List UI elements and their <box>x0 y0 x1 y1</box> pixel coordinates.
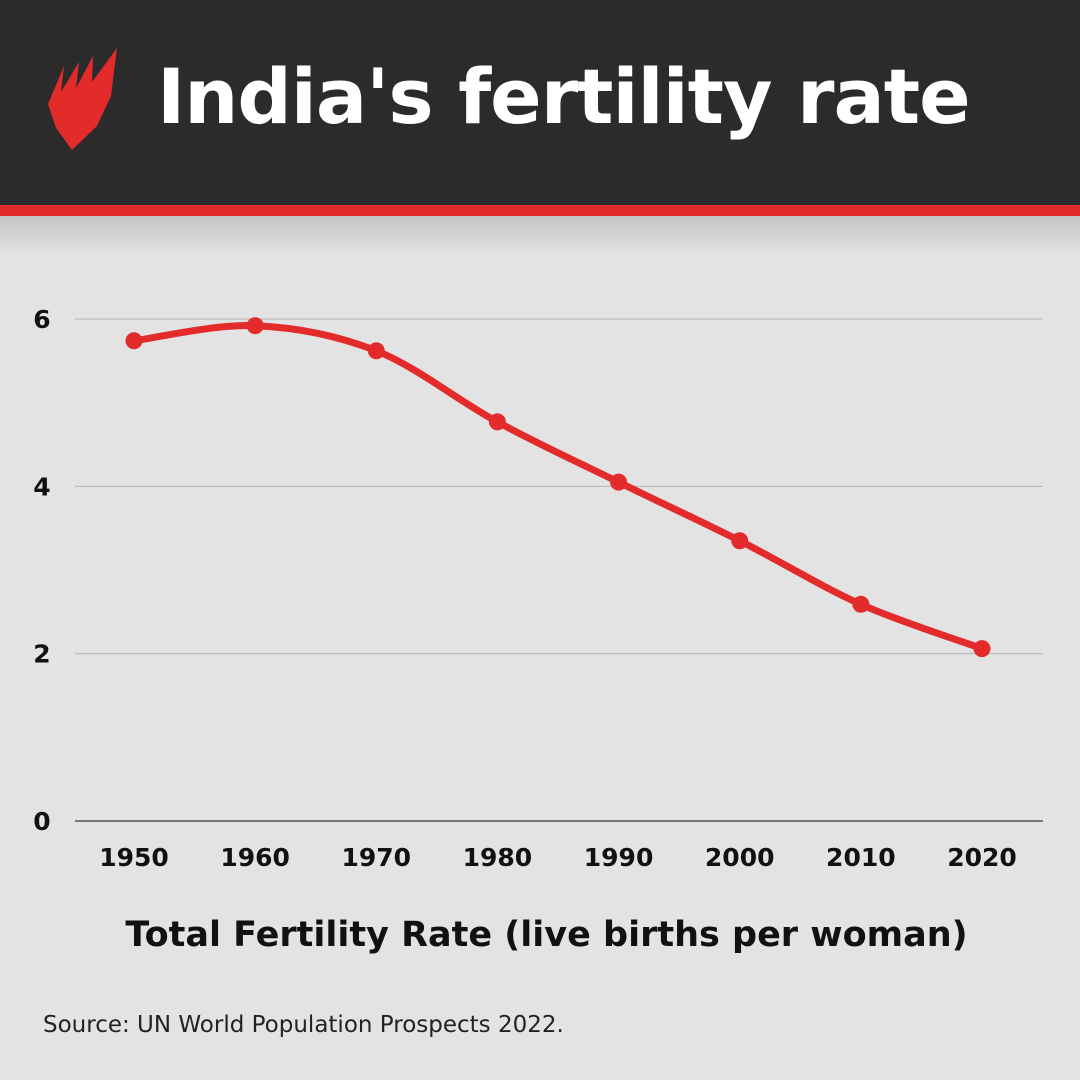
source-note: Source: UN World Population Prospects 20… <box>43 1012 564 1038</box>
x-tick-label: 2000 <box>705 843 775 872</box>
sbs-logo-icon <box>48 48 117 150</box>
header-shadow <box>0 216 1080 256</box>
x-tick-label: 1950 <box>99 843 169 872</box>
y-tick-label: 4 <box>33 472 50 501</box>
data-point <box>488 413 506 431</box>
x-tick-label: 1980 <box>463 843 533 872</box>
x-axis-label: Total Fertility Rate (live births per wo… <box>125 915 968 955</box>
data-point <box>367 342 385 360</box>
y-tick-label: 0 <box>33 807 50 836</box>
data-point <box>731 532 749 550</box>
series-line <box>130 322 986 653</box>
header-bar <box>0 0 1080 205</box>
x-tick-label: 1990 <box>584 843 654 872</box>
data-point <box>125 332 143 350</box>
x-tick-label: 1960 <box>220 843 290 872</box>
data-point <box>852 595 870 613</box>
y-tick-label: 6 <box>33 305 50 334</box>
x-tick-label: 1970 <box>341 843 411 872</box>
accent-bar <box>0 205 1080 216</box>
page-title: India's fertility rate <box>157 52 971 141</box>
data-point <box>973 640 991 658</box>
x-tick-label: 2020 <box>947 843 1017 872</box>
data-point <box>610 473 628 491</box>
x-tick-label: 2010 <box>826 843 896 872</box>
data-point <box>246 317 264 335</box>
y-tick-label: 2 <box>33 640 50 669</box>
